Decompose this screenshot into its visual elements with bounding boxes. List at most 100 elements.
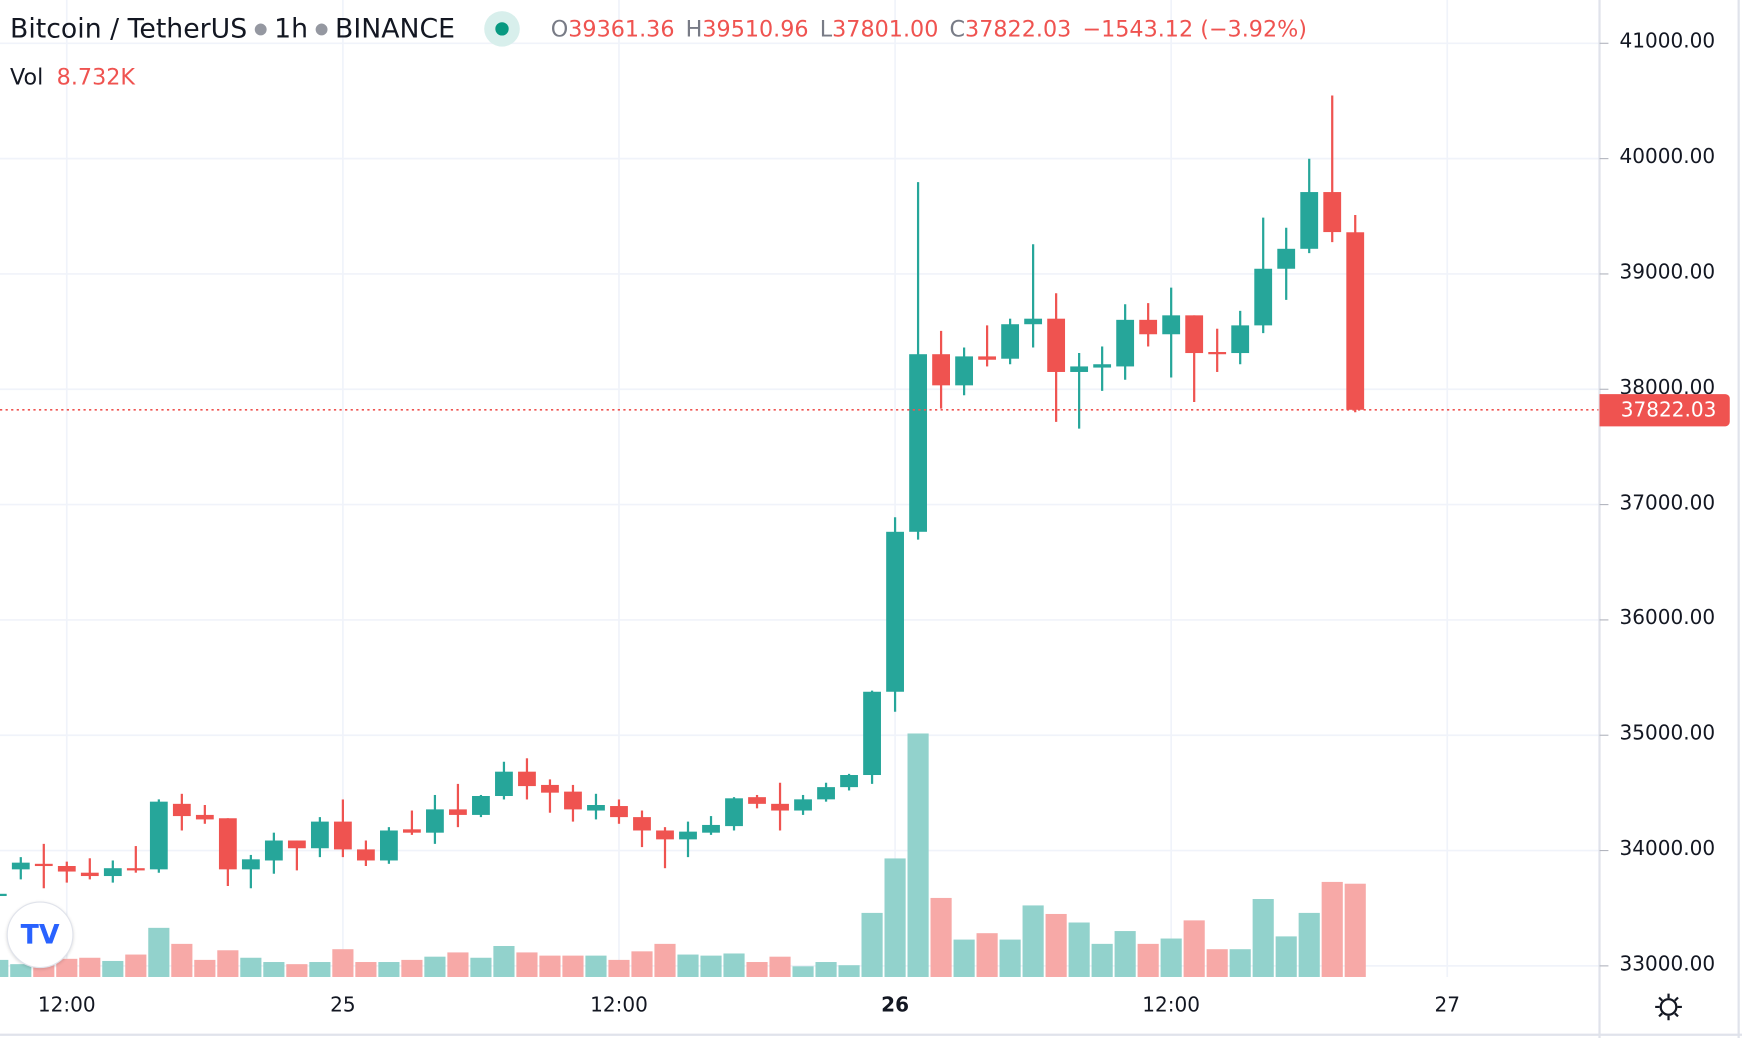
volume-bar: [631, 951, 653, 977]
candle-body: [356, 849, 375, 861]
volume-bar: [1344, 883, 1366, 977]
time-tick-label: 25: [330, 993, 356, 1017]
volume-bar: [10, 964, 32, 977]
volume-label[interactable]: Vol: [10, 63, 44, 90]
candle-body: [1231, 325, 1250, 354]
volume-bar: [470, 957, 492, 977]
volume-bar: [355, 962, 377, 977]
candle-body: [518, 771, 536, 787]
interval-label[interactable]: 1h: [274, 13, 309, 45]
volume-bar: [861, 912, 883, 977]
volume-bar: [516, 952, 538, 977]
candle-body: [1208, 352, 1227, 355]
price-tick-label: 36000.00: [1619, 606, 1716, 630]
price-tick-label: 39000.00: [1619, 260, 1716, 284]
candle-body: [172, 803, 191, 817]
volume-bar: [792, 966, 814, 977]
candle-body: [1300, 192, 1319, 249]
candle-body: [679, 831, 697, 840]
volume-bar: [309, 962, 331, 977]
candle-body: [817, 787, 835, 800]
open-label: O: [550, 15, 569, 43]
candle-body: [149, 801, 168, 870]
volume-bar: [125, 954, 147, 977]
symbol-legend: Bitcoin / TetherUS ● 1h ● BINANCE O39361…: [10, 11, 1307, 47]
candle-body: [1047, 318, 1066, 372]
volume-bar: [102, 960, 124, 977]
volume-bar: [0, 959, 9, 977]
candle-body: [403, 829, 421, 833]
market-status-icon[interactable]: [483, 11, 520, 47]
volume-bar: [585, 955, 607, 977]
volume-bar: [1275, 936, 1297, 977]
candle-body: [310, 821, 329, 849]
candle-body: [287, 840, 306, 849]
candle-body: [1277, 248, 1296, 269]
candle-body: [1185, 315, 1204, 354]
volume-bar: [654, 943, 676, 977]
volume-bar: [746, 962, 768, 977]
candle-body: [771, 803, 789, 811]
volume-bar: [171, 943, 193, 977]
low-label: L: [819, 15, 833, 43]
candle-body: [633, 817, 651, 831]
close-label: C: [949, 15, 966, 43]
price-tick-label: 38000.00: [1619, 375, 1716, 400]
symbol-name[interactable]: Bitcoin / TetherUS: [10, 13, 248, 45]
price-tick-label: 37000.00: [1619, 491, 1716, 515]
time-tick-label: 26: [881, 993, 910, 1017]
candle-body: [1001, 324, 1020, 359]
price-tick-label: 34000.00: [1619, 837, 1716, 861]
volume-bar: [815, 962, 837, 977]
volume-bar: [1206, 949, 1228, 977]
candle-body: [610, 806, 628, 818]
candle-body: [264, 840, 283, 861]
candle-body: [0, 893, 7, 897]
tradingview-logo[interactable]: TV: [6, 901, 74, 969]
volume-bar: [1091, 943, 1113, 977]
candle-body: [1162, 315, 1181, 335]
candle-body: [1116, 319, 1135, 367]
high-value: 39510.96: [702, 15, 809, 43]
volume-bar: [1022, 905, 1044, 977]
candle-body: [1254, 268, 1273, 326]
volume-bar: [700, 955, 722, 977]
candle-body: [495, 771, 513, 797]
candle-body: [840, 775, 858, 788]
high-label: H: [685, 15, 703, 43]
change-value: −1543.12 (−3.92%): [1082, 15, 1307, 43]
candle-body: [955, 356, 974, 386]
volume-bar: [723, 953, 745, 977]
last-price-value: 37822.03: [1620, 398, 1717, 422]
candle-body: [587, 804, 605, 811]
volume-bar: [769, 956, 791, 977]
price-tick-label: 41000.00: [1619, 29, 1716, 54]
volume-bar: [1252, 899, 1274, 977]
candle-body: [218, 818, 237, 870]
candle-body: [909, 354, 927, 532]
candle-body: [426, 809, 444, 833]
candle-body: [932, 354, 950, 386]
candle-body: [978, 356, 997, 360]
volume-bar: [217, 950, 239, 977]
close-value: 37822.03: [965, 15, 1072, 43]
volume-bar: [562, 955, 584, 977]
volume-bar: [194, 959, 216, 977]
volume-bar: [1114, 931, 1136, 977]
volume-bar: [1321, 881, 1343, 977]
volume-bar: [539, 955, 561, 977]
candle-body: [1024, 318, 1043, 325]
candle-body: [11, 862, 30, 870]
volume-bar: [1298, 912, 1320, 977]
volume-bar: [677, 954, 699, 977]
volume-bar: [608, 959, 630, 977]
exchange-label: BINANCE: [335, 13, 455, 45]
volume-bar: [378, 962, 400, 977]
volume-bar: [838, 965, 860, 977]
last-price-badge: 37822.03: [1599, 394, 1730, 427]
time-tick-label: 27: [1434, 993, 1461, 1017]
settings-gear-icon[interactable]: [1654, 993, 1683, 1022]
volume-bar: [79, 957, 101, 977]
